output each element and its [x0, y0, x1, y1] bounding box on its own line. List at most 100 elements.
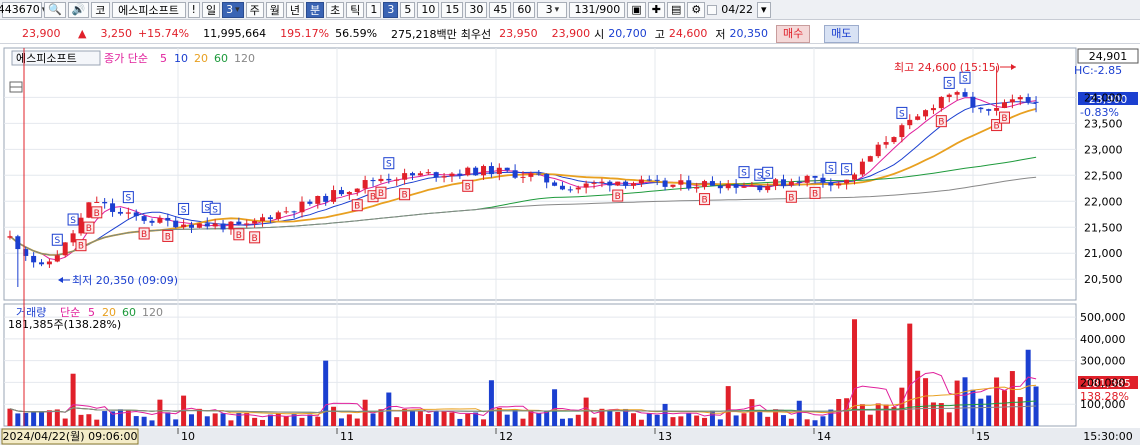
- volume-bar[interactable]: [599, 408, 605, 426]
- sell-signal[interactable]: S: [51, 233, 63, 246]
- candle[interactable]: [552, 182, 558, 186]
- candle[interactable]: [512, 170, 518, 178]
- volume-bar[interactable]: [930, 402, 936, 426]
- sell-signal[interactable]: S: [209, 202, 221, 215]
- candle[interactable]: [125, 212, 131, 214]
- period-minute-button[interactable]: 분: [305, 1, 325, 18]
- candle[interactable]: [149, 220, 155, 223]
- candle[interactable]: [867, 156, 873, 162]
- buy-signal[interactable]: B: [462, 179, 474, 192]
- candle[interactable]: [1033, 101, 1039, 103]
- volume-bar[interactable]: [31, 411, 37, 426]
- volume-bar[interactable]: [275, 413, 281, 426]
- speaker-icon[interactable]: 🔊: [67, 1, 90, 18]
- volume-bar[interactable]: [94, 419, 100, 426]
- candle[interactable]: [394, 179, 400, 181]
- volume-bar[interactable]: [528, 411, 534, 426]
- volume-bar[interactable]: [267, 414, 273, 426]
- candle[interactable]: [978, 107, 984, 110]
- volume-bar[interactable]: [986, 395, 992, 426]
- candle[interactable]: [488, 166, 494, 175]
- volume-bar[interactable]: [1017, 397, 1023, 426]
- volume-bar[interactable]: [125, 409, 131, 426]
- candle[interactable]: [757, 185, 763, 191]
- candle[interactable]: [702, 181, 708, 188]
- candle[interactable]: [307, 201, 313, 204]
- volume-bar[interactable]: [299, 417, 305, 426]
- candle[interactable]: [323, 196, 329, 202]
- volume-bar[interactable]: [465, 413, 471, 426]
- candle[interactable]: [338, 190, 344, 195]
- volume-bar[interactable]: [196, 408, 202, 426]
- volume-bar[interactable]: [425, 414, 431, 426]
- x-axis[interactable]: [0, 428, 1140, 445]
- volume-bar[interactable]: [978, 398, 984, 426]
- candle[interactable]: [15, 236, 21, 250]
- interval-button[interactable]: 10: [417, 1, 440, 18]
- volume-bar[interactable]: [733, 415, 739, 426]
- volume-bar[interactable]: [228, 420, 234, 426]
- sell-signal[interactable]: S: [762, 166, 774, 179]
- buy-signal[interactable]: B: [998, 111, 1010, 124]
- candle[interactable]: [117, 211, 123, 214]
- candle[interactable]: [930, 108, 936, 111]
- volume-bar[interactable]: [575, 414, 581, 426]
- candle[interactable]: [283, 211, 289, 213]
- candle[interactable]: [575, 187, 581, 190]
- volume-bar[interactable]: [765, 416, 771, 426]
- volume-bar[interactable]: [504, 414, 510, 426]
- candle[interactable]: [1009, 99, 1015, 103]
- volume-bar[interactable]: [702, 417, 708, 426]
- candle[interactable]: [749, 185, 755, 187]
- candle[interactable]: [425, 172, 431, 174]
- volume-bar[interactable]: [709, 410, 715, 426]
- volume-bar[interactable]: [54, 409, 60, 426]
- candle[interactable]: [244, 223, 250, 225]
- candle[interactable]: [39, 262, 45, 265]
- candle[interactable]: [520, 176, 526, 178]
- volume-bar[interactable]: [338, 418, 344, 426]
- volume-bar[interactable]: [291, 414, 297, 426]
- sell-signal[interactable]: S: [67, 213, 79, 226]
- volume-bar[interactable]: [378, 409, 384, 426]
- sell-signal[interactable]: S: [959, 71, 971, 84]
- candle[interactable]: [528, 173, 534, 177]
- candle[interactable]: [788, 181, 794, 186]
- candle[interactable]: [804, 175, 810, 183]
- volume-bar[interactable]: [86, 414, 92, 426]
- buy-signal[interactable]: B: [162, 229, 174, 242]
- candle[interactable]: [260, 217, 266, 222]
- volume-bar[interactable]: [260, 419, 266, 426]
- candle[interactable]: [946, 94, 952, 97]
- volume-bar[interactable]: [512, 409, 518, 426]
- candle[interactable]: [441, 176, 447, 178]
- volume-bar[interactable]: [23, 413, 29, 426]
- volume-bar[interactable]: [409, 410, 415, 426]
- volume-bar[interactable]: [686, 413, 692, 426]
- volume-bar[interactable]: [102, 411, 108, 426]
- candle[interactable]: [94, 201, 100, 203]
- sell-signal[interactable]: S: [178, 202, 190, 215]
- interval-button[interactable]: 15: [441, 1, 464, 18]
- candle[interactable]: [733, 183, 739, 188]
- candle[interactable]: [583, 183, 589, 188]
- candle[interactable]: [638, 179, 644, 184]
- candle[interactable]: [844, 179, 850, 184]
- candle[interactable]: [796, 181, 802, 183]
- candle[interactable]: [875, 144, 881, 157]
- volume-bar[interactable]: [252, 417, 258, 426]
- volume-bar[interactable]: [725, 386, 731, 426]
- volume-bar[interactable]: [188, 414, 194, 426]
- volume-bar[interactable]: [694, 415, 700, 426]
- candle[interactable]: [378, 178, 384, 182]
- candle[interactable]: [78, 217, 84, 234]
- candle[interactable]: [994, 107, 1000, 111]
- interval-button[interactable]: 5: [400, 1, 416, 18]
- candle[interactable]: [267, 217, 273, 220]
- volume-bar[interactable]: [141, 416, 147, 426]
- candle[interactable]: [591, 182, 597, 184]
- candle[interactable]: [188, 224, 194, 228]
- volume-bar[interactable]: [133, 416, 139, 426]
- volume-bar[interactable]: [552, 389, 558, 426]
- candle[interactable]: [417, 173, 423, 176]
